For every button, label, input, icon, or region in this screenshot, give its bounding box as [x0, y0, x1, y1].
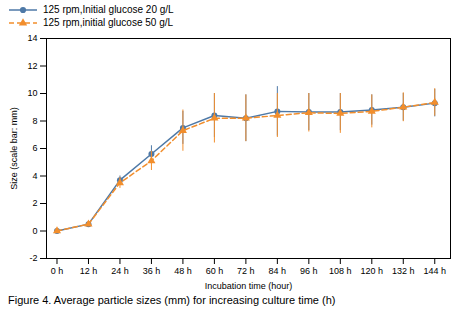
svg-text:60 h: 60 h [206, 266, 224, 276]
svg-text:144 h: 144 h [423, 266, 446, 276]
svg-text:-2: -2 [29, 253, 37, 263]
svg-text:6: 6 [32, 143, 37, 153]
svg-text:14: 14 [27, 33, 37, 43]
svg-text:12: 12 [27, 61, 37, 71]
svg-text:Size (scale bar: mm): Size (scale bar: mm) [9, 107, 19, 190]
svg-text:96 h: 96 h [300, 266, 318, 276]
svg-text:4: 4 [32, 171, 37, 181]
svg-text:72 h: 72 h [237, 266, 255, 276]
svg-text:108 h: 108 h [329, 266, 352, 276]
svg-text:8: 8 [32, 116, 37, 126]
svg-text:0 h: 0 h [51, 266, 64, 276]
html-text:125 rpm,Initial glucose 20 g/L: 125 rpm,Initial glucose 20 g/L [43, 4, 174, 15]
svg-text:0: 0 [32, 226, 37, 236]
html-text:125 rpm,initial glucose 50 g/L: 125 rpm,initial glucose 50 g/L [43, 17, 174, 28]
svg-text:2: 2 [32, 198, 37, 208]
svg-text:132 h: 132 h [392, 266, 415, 276]
svg-text:10: 10 [27, 88, 37, 98]
svg-text:36 h: 36 h [143, 266, 161, 276]
svg-text:Incubation time (hour): Incubation time (hour) [205, 281, 293, 291]
html-text:Figure 4. Average particle siz: Figure 4. Average particle sizes (mm) fo… [8, 294, 336, 306]
svg-text:48 h: 48 h [174, 266, 192, 276]
svg-text:120 h: 120 h [361, 266, 384, 276]
svg-text:84 h: 84 h [269, 266, 287, 276]
svg-text:12 h: 12 h [80, 266, 98, 276]
svg-text:24 h: 24 h [111, 266, 129, 276]
